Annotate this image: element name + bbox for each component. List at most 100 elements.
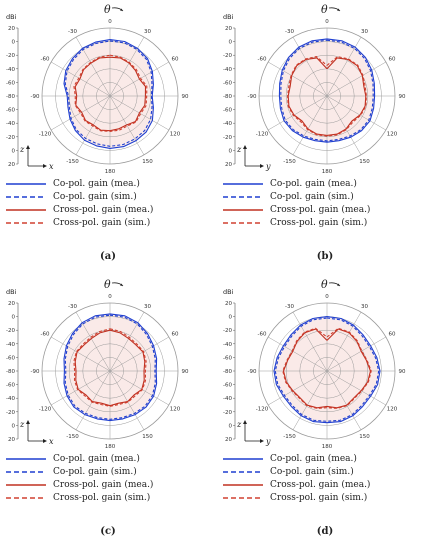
- radial-tick-label: -40: [223, 396, 232, 402]
- angle-tick-label: 180: [105, 444, 116, 450]
- grid-spoke: [267, 95, 328, 131]
- coord-arrowhead: [243, 145, 247, 149]
- legend-item: Co-pol. gain (sim.): [223, 191, 423, 204]
- radial-tick-label: -20: [6, 410, 15, 416]
- angle-tick-label: -30: [68, 304, 77, 310]
- legend-a: Co-pol. gain (mea.) Co-pol. gain (sim.) …: [6, 178, 206, 230]
- grid-spoke: [109, 36, 145, 97]
- legend-item: Co-pol. gain (mea.): [6, 453, 206, 466]
- grid-spoke: [75, 370, 111, 431]
- grid-spoke: [109, 336, 170, 372]
- angle-tick-label: 120: [170, 407, 181, 413]
- legend-label: Co-pol. gain (sim.): [53, 467, 137, 477]
- coord-arrowhead: [26, 145, 30, 149]
- angle-tick-label: 90: [182, 369, 189, 375]
- radial-tick-label: -60: [6, 80, 15, 86]
- theta-symbol: θ: [321, 278, 328, 291]
- legend-label: Cross-pol. gain (sim.): [270, 218, 368, 228]
- theta-symbol: θ: [104, 3, 111, 16]
- angle-tick-label: 150: [359, 434, 370, 440]
- legend-label: Cross-pol. gain (mea.): [270, 205, 371, 215]
- coord-axis-label: z: [19, 420, 25, 429]
- radial-tick-label: -60: [223, 80, 232, 86]
- legend-item: Cross-pol. gain (sim.): [6, 492, 206, 505]
- radial-tick-label: -40: [223, 342, 232, 348]
- grid-spoke: [292, 370, 328, 431]
- radial-tick-label: -60: [223, 108, 232, 114]
- unit-label: dBi: [6, 13, 17, 21]
- angle-tick-label: 0: [108, 294, 112, 300]
- radial-tick-label: -40: [6, 396, 15, 402]
- radial-tick-label: -20: [6, 53, 15, 59]
- polar-plot-c: 20 0 -20 -40 -60 -80 -60 -40 -20 0 20 dBi 0 30 60 90 120…: [6, 278, 189, 450]
- grid-spoke: [75, 95, 111, 156]
- angle-tick-label: 90: [182, 94, 189, 100]
- radial-tick-label: 20: [225, 26, 232, 32]
- legend-label: Cross-pol. gain (sim.): [270, 493, 368, 503]
- legend-label: Cross-pol. gain (mea.): [270, 480, 371, 490]
- legend-label: Co-pol. gain (mea.): [270, 179, 357, 189]
- radial-tick-label: 0: [229, 315, 233, 321]
- legend-label: Co-pol. gain (mea.): [53, 454, 140, 464]
- series-line: [64, 40, 153, 147]
- radial-tick-label: -20: [223, 410, 232, 416]
- grid-spoke: [50, 336, 111, 372]
- angle-tick-label: -30: [285, 29, 294, 35]
- series-line: [287, 56, 367, 137]
- unit-label: dBi: [223, 13, 234, 21]
- radial-tick-label: -80: [6, 369, 15, 375]
- radial-tick-label: -80: [223, 369, 232, 375]
- grid-spoke: [267, 336, 328, 372]
- angle-tick-label: 150: [142, 159, 153, 165]
- legend-label: Cross-pol. gain (mea.): [53, 480, 154, 490]
- angle-tick-label: -120: [39, 132, 52, 138]
- legend-c: Co-pol. gain (mea.) Co-pol. gain (sim.) …: [6, 453, 206, 505]
- angle-tick-label: 0: [325, 19, 329, 25]
- legend-label: Co-pol. gain (mea.): [53, 179, 140, 189]
- radial-tick-label: 20: [8, 437, 15, 443]
- angle-tick-label: 180: [322, 169, 333, 175]
- angle-tick-label: 60: [172, 57, 179, 63]
- angle-tick-label: 180: [322, 444, 333, 450]
- legend-label: Cross-pol. gain (sim.): [53, 493, 151, 503]
- theta-symbol: θ: [321, 3, 328, 16]
- radial-tick-label: -20: [223, 328, 232, 334]
- radial-tick-label: -60: [223, 355, 232, 361]
- series-line: [74, 329, 146, 407]
- grid-spoke: [75, 36, 111, 97]
- theta-arrowhead: [337, 8, 340, 11]
- angle-tick-label: 0: [108, 19, 112, 25]
- coord-arrowhead: [260, 439, 264, 443]
- angle-tick-label: -150: [66, 434, 79, 440]
- polar-plot-d: 20 0 -20 -40 -60 -80 -60 -40 -20 0 20 dBi 0 30 60 90 120…: [223, 278, 406, 450]
- coord-arrowhead: [43, 164, 47, 168]
- radial-tick-label: 0: [229, 423, 233, 429]
- angle-tick-label: 180: [105, 169, 116, 175]
- theta-arrowhead: [120, 8, 123, 11]
- angle-tick-label: -90: [248, 369, 257, 375]
- coord-axis-label: x: [49, 437, 54, 446]
- legend-item: Cross-pol. gain (mea.): [223, 479, 423, 492]
- coord-axis-label: z: [236, 145, 242, 154]
- radial-tick-label: 20: [225, 301, 232, 307]
- grid-spoke: [267, 370, 328, 406]
- angle-tick-label: -60: [41, 332, 50, 338]
- radial-tick-label: 0: [12, 148, 16, 154]
- chart-panel-b: 20 0 -20 -40 -60 -80 -60 -40 -20 0 20 dBi 0 30 60 90 120…: [217, 0, 433, 275]
- radial-tick-label: -20: [223, 53, 232, 59]
- angle-tick-label: -150: [66, 159, 79, 165]
- radial-tick-label: -40: [223, 67, 232, 73]
- angle-tick-label: -90: [248, 94, 257, 100]
- angle-tick-label: 30: [361, 304, 368, 310]
- grid-spoke: [326, 95, 387, 131]
- angle-tick-label: 120: [387, 407, 398, 413]
- angle-tick-label: 120: [387, 132, 398, 138]
- radial-tick-label: -60: [6, 383, 15, 389]
- grid-spoke: [326, 95, 362, 156]
- radial-tick-label: 20: [8, 162, 15, 168]
- radial-tick-label: 20: [225, 437, 232, 443]
- radial-tick-label: 20: [225, 162, 232, 168]
- angle-tick-label: 150: [142, 434, 153, 440]
- legend-item: Co-pol. gain (mea.): [223, 178, 423, 191]
- polar-plot-b: 20 0 -20 -40 -60 -80 -60 -40 -20 0 20 dBi 0 30 60 90 120…: [223, 3, 406, 175]
